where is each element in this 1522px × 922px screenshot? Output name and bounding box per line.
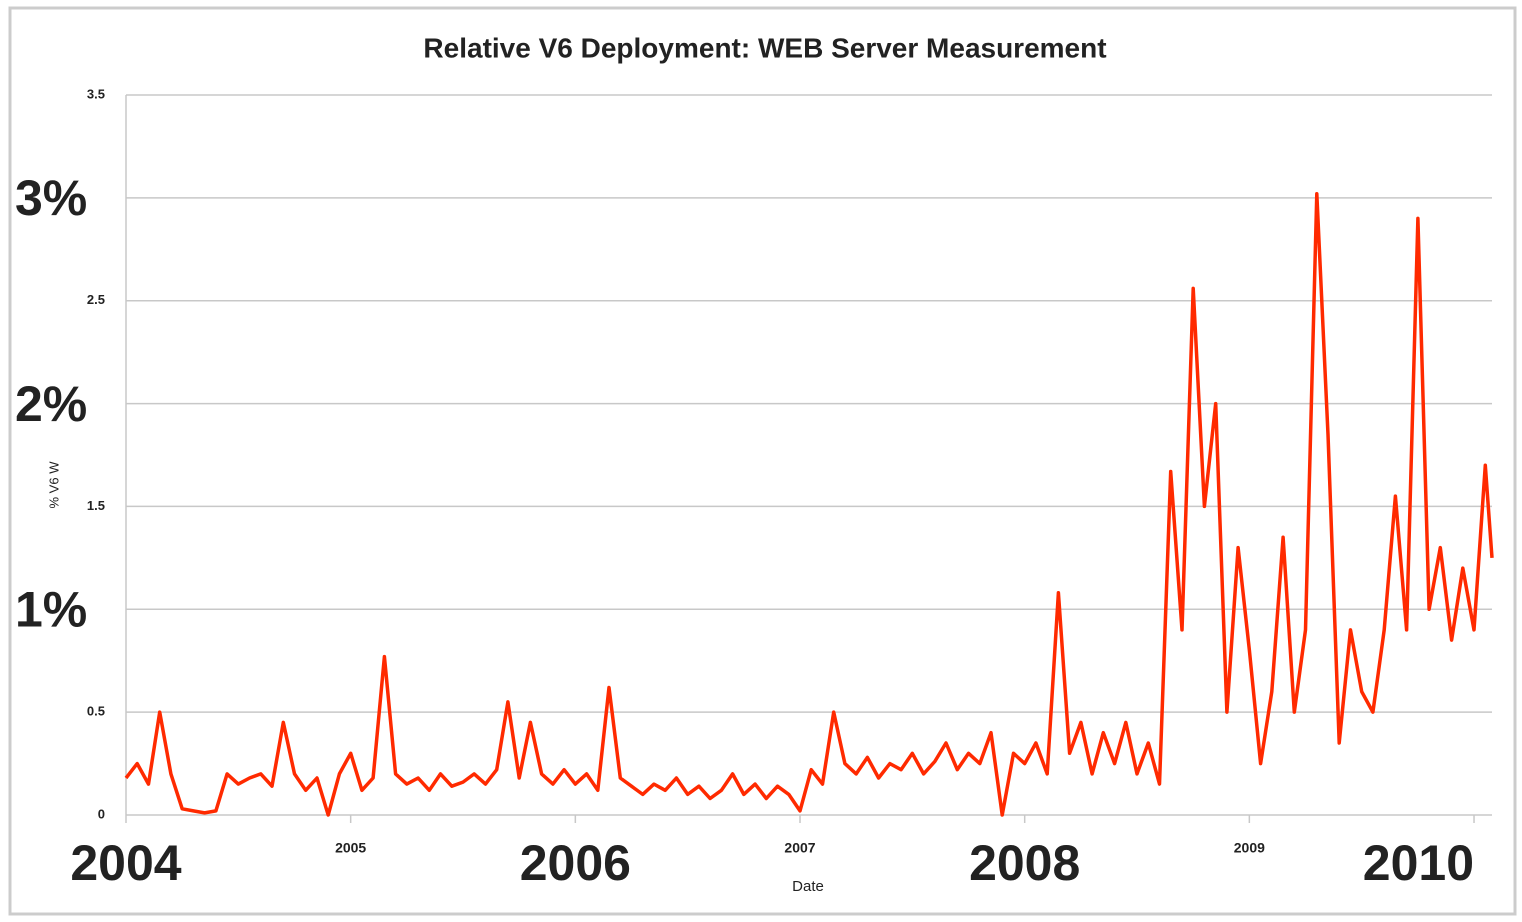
series-line: [124, 191, 1494, 817]
x-axis-label: Date: [792, 878, 824, 895]
x-tick-label: 2010: [1363, 835, 1474, 891]
y-tick-label: 1%: [15, 581, 87, 637]
chart-title: Relative V6 Deployment: WEB Server Measu…: [423, 32, 1106, 63]
y-tick-label: 2.5: [87, 292, 105, 307]
y-tick-label: 0.5: [87, 704, 105, 719]
x-tick-label: 2006: [520, 835, 631, 891]
x-tick-label: 2009: [1234, 840, 1265, 856]
y-tick-label: 3.5: [87, 86, 105, 101]
y-tick-label: 0: [98, 806, 105, 821]
x-tick-label: 2008: [969, 835, 1080, 891]
y-tick-label: 1.5: [87, 498, 105, 513]
y-axis-label: % V6 W: [46, 461, 61, 509]
y-tick-label: 2%: [15, 376, 87, 432]
x-tick-label: 2004: [70, 835, 181, 891]
x-tick-label: 2007: [784, 840, 815, 856]
x-tick-label: 2005: [335, 840, 366, 856]
y-tick-label: 3%: [15, 170, 87, 226]
frame: [8, 6, 1517, 916]
